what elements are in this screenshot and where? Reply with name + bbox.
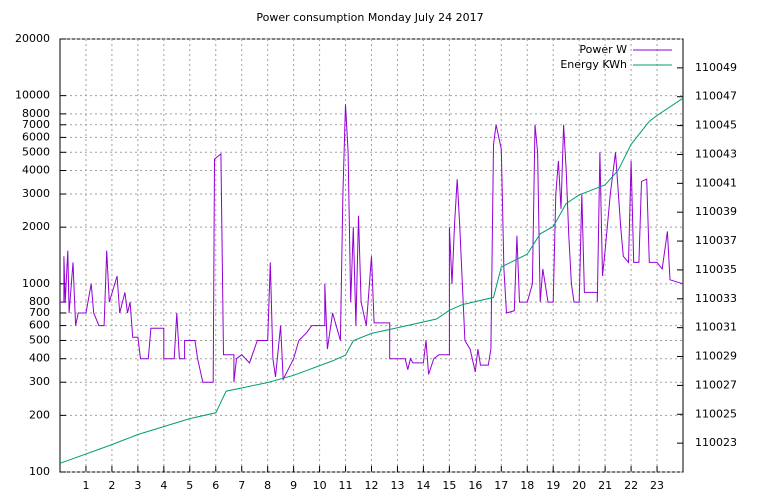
- y-tick-label: 1000: [22, 277, 50, 290]
- chart-title: Power consumption Monday July 24 2017: [256, 11, 483, 24]
- y-tick-label: 3000: [22, 187, 50, 200]
- x-tick-label: 15: [442, 479, 456, 492]
- y2-tick-label: 110045: [695, 119, 737, 132]
- y-tick-label: 300: [29, 375, 50, 388]
- x-tick-label: 8: [264, 479, 271, 492]
- y-tick-label: 400: [29, 352, 50, 365]
- y-tick-label: 700: [29, 306, 50, 319]
- y2-tick-label: 110029: [695, 350, 737, 363]
- x-tick-label: 23: [650, 479, 664, 492]
- series-line: [60, 104, 684, 383]
- x-tick-label: 16: [468, 479, 482, 492]
- y2-tick-label: 110047: [695, 90, 737, 103]
- x-tick-label: 5: [186, 479, 193, 492]
- y-tick-label: 2000: [22, 220, 50, 233]
- y2-tick-label: 110033: [695, 292, 737, 305]
- x-tick-label: 7: [238, 479, 245, 492]
- y2-tick-label: 110041: [695, 176, 737, 189]
- y-tick-label: 7000: [22, 118, 50, 131]
- y-tick-label: 600: [29, 319, 50, 332]
- x-tick-label: 22: [624, 479, 638, 492]
- x-tick-label: 1: [82, 479, 89, 492]
- y-tick-label: 200: [29, 408, 50, 421]
- y-tick-label: 20000: [15, 32, 50, 45]
- y-tick-label: 6000: [22, 130, 50, 143]
- series-line: [59, 97, 684, 464]
- y2-tick-label: 110043: [695, 147, 737, 160]
- x-tick-label: 9: [290, 479, 297, 492]
- x-tick-label: 11: [339, 479, 353, 492]
- x-tick-label: 19: [546, 479, 560, 492]
- y-tick-label: 10000: [15, 89, 50, 102]
- x-tick-label: 14: [416, 479, 430, 492]
- y-tick-label: 8000: [22, 107, 50, 120]
- x-tick-label: 21: [598, 479, 612, 492]
- y2-tick-label: 110039: [695, 205, 737, 218]
- x-tick-label: 20: [572, 479, 586, 492]
- x-tick-label: 12: [365, 479, 379, 492]
- y-tick-label: 100: [29, 465, 50, 478]
- y2-tick-label: 110025: [695, 407, 737, 420]
- x-tick-label: 10: [313, 479, 327, 492]
- x-tick-label: 18: [520, 479, 534, 492]
- y-tick-label: 5000: [22, 145, 50, 158]
- y2-tick-label: 110023: [695, 436, 737, 449]
- y-tick-label: 500: [29, 333, 50, 346]
- x-tick-label: 4: [160, 479, 167, 492]
- y2-tick-label: 110035: [695, 263, 737, 276]
- y-tick-label: 800: [29, 295, 50, 308]
- legend-label: Power W: [579, 43, 627, 56]
- x-tick-label: 2: [108, 479, 115, 492]
- y2-tick-label: 110037: [695, 234, 737, 247]
- y2-tick-label: 110031: [695, 321, 737, 334]
- y-tick-label: 4000: [22, 164, 50, 177]
- x-tick-label: 17: [494, 479, 508, 492]
- x-tick-label: 13: [390, 479, 404, 492]
- legend-label: Energy KWh: [560, 58, 627, 71]
- x-tick-label: 6: [212, 479, 219, 492]
- y2-tick-label: 110027: [695, 378, 737, 391]
- y2-tick-label: 110049: [695, 61, 737, 74]
- x-tick-label: 3: [134, 479, 141, 492]
